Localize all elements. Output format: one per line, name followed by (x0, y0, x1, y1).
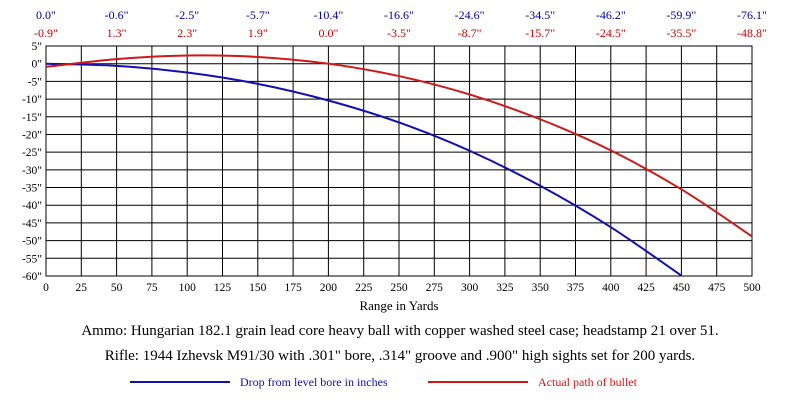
path-value-label: 1.9" (248, 26, 268, 40)
y-tick-label: -25" (22, 147, 42, 159)
x-tick-label: 500 (743, 282, 761, 294)
x-tick-label: 475 (708, 282, 726, 294)
y-tick-label: -30" (22, 165, 42, 177)
y-tick-label: 0" (32, 59, 42, 71)
drop-value-label: -34.5" (525, 8, 555, 22)
drop-value-label: -10.4" (313, 8, 343, 22)
x-tick-label: 175 (284, 282, 302, 294)
x-tick-label: 100 (179, 282, 197, 294)
y-tick-label: -15" (22, 112, 42, 124)
path-value-label: -0.9" (34, 26, 58, 40)
x-tick-label: 425 (637, 282, 655, 294)
x-tick-label: 275 (426, 282, 444, 294)
path-value-label: 1.3" (107, 26, 127, 40)
x-axis-title: Range in Yards (359, 298, 438, 313)
drop-value-label: -5.7" (246, 8, 270, 22)
y-tick-label: -55" (22, 253, 42, 265)
rifle-caption: Rifle: 1944 Izhevsk M91/30 with .301" bo… (105, 348, 695, 364)
x-tick-label: 375 (567, 282, 585, 294)
drop-series-line (45, 62, 682, 277)
grid-lines (46, 46, 752, 276)
drop-value-label: -46.2" (596, 8, 626, 22)
y-tick-label: 5" (32, 41, 42, 53)
y-tick-label: -50" (22, 236, 42, 248)
ammo-caption: Ammo: Hungarian 182.1 grain lead core he… (81, 323, 718, 339)
series-lines (45, 54, 753, 277)
path-value-label: -3.5" (387, 26, 411, 40)
x-tick-label: 250 (390, 282, 408, 294)
path-value-label: -8.7" (458, 26, 482, 40)
drop-value-label: -16.6" (384, 8, 414, 22)
x-axis-ticks: 0 25 50 75 100 125 150 175 200 225 250 275 300 325 350… (43, 282, 761, 294)
x-tick-label: 75 (146, 282, 158, 294)
path-values-row: -0.9" 1.3" 2.3" 1.9" 0.0" -3.5" -8.7" -15.7" -24… (34, 26, 767, 40)
x-tick-label: 400 (602, 282, 620, 294)
y-tick-label: -35" (22, 183, 42, 195)
path-value-label: 2.3" (177, 26, 197, 40)
x-tick-label: 150 (249, 282, 267, 294)
path-value-label: -24.5" (596, 26, 626, 40)
drop-value-label: -59.9" (666, 8, 696, 22)
drop-value-label: -0.6" (105, 8, 129, 22)
drop-value-label: -2.5" (175, 8, 199, 22)
legend-label: Drop from level bore in inches (240, 375, 388, 389)
path-series-line (45, 54, 753, 238)
y-axis-ticks: 5" 0" -5" -10" -15" -20" -25" -30" -35" -40" -45" -… (22, 41, 42, 283)
x-tick-label: 0 (43, 282, 49, 294)
y-tick-label: -10" (22, 94, 42, 106)
x-tick-label: 50 (111, 282, 123, 294)
drop-value-label: -76.1" (737, 8, 767, 22)
plot-area-frame (45, 45, 753, 277)
y-tick-label: -20" (22, 129, 42, 141)
x-tick-label: 300 (461, 282, 479, 294)
path-value-label: 0.0" (318, 26, 338, 40)
path-value-label: -35.5" (666, 26, 696, 40)
y-tick-label: -45" (22, 218, 42, 230)
drop-value-label: -24.6" (455, 8, 485, 22)
y-tick-label: -60" (22, 271, 42, 283)
x-tick-label: 325 (496, 282, 514, 294)
x-tick-label: 225 (355, 282, 373, 294)
path-value-label: -48.8" (737, 26, 767, 40)
y-tick-label: -5" (28, 76, 42, 88)
legend-label: Actual path of bullet (538, 375, 638, 389)
x-tick-label: 25 (76, 282, 88, 294)
legend: Drop from level bore in inches Actual pat… (130, 375, 638, 389)
x-tick-label: 200 (320, 282, 338, 294)
x-tick-label: 125 (214, 282, 232, 294)
y-tick-label: -40" (22, 200, 42, 212)
x-tick-label: 350 (532, 282, 550, 294)
path-value-label: -15.7" (525, 26, 555, 40)
drop-value-label: 0.0" (36, 8, 56, 22)
x-tick-label: 450 (673, 282, 691, 294)
drop-values-row: 0.0" -0.6" -2.5" -5.7" -10.4" -16.6" -24.6" -34… (36, 8, 767, 22)
